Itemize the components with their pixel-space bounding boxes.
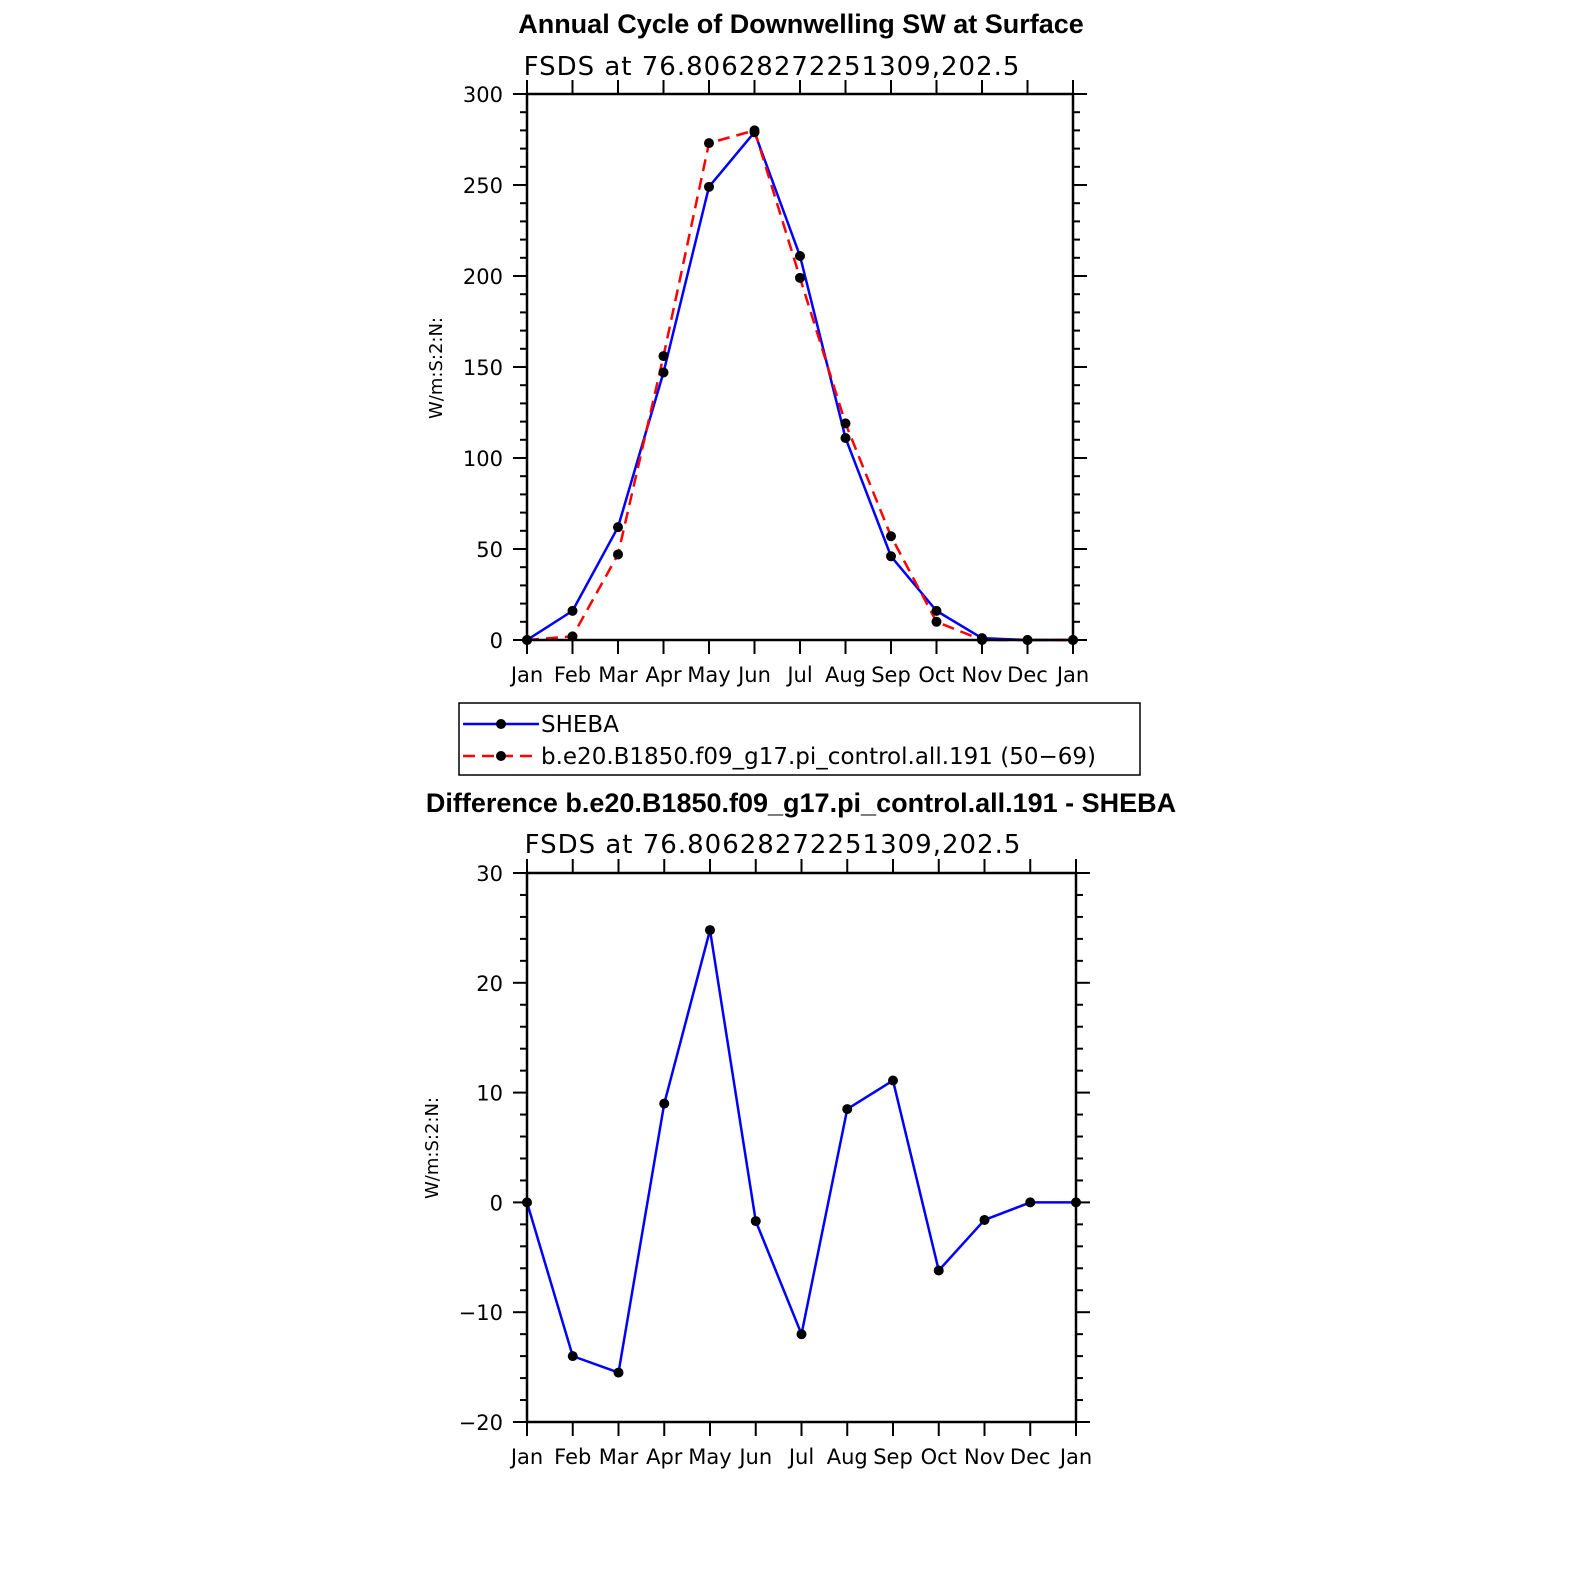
bottom-series-0-point <box>979 1214 990 1225</box>
bottom-chart-subtitle: FSDS at 76.80628272251309,202.5 <box>525 830 1022 860</box>
top-chart-ylabel: W/m:S:2:N: <box>426 317 447 419</box>
top-series-0-point <box>886 551 896 562</box>
top-series-1-point <box>931 616 942 627</box>
top-ytick-label: 250 <box>463 174 503 198</box>
top-xtick-label: Sep <box>871 663 911 687</box>
top-xtick-label: Nov <box>962 663 1003 687</box>
bottom-series-0-point <box>567 1351 578 1362</box>
bottom-ticks: −20 −10 0 10 20 30 Jan Feb Mar Apr May Jun Jul Aug Sep… <box>459 859 1092 1469</box>
bottom-xtick-label: Jan <box>509 1445 543 1469</box>
bottom-xtick-label: Aug <box>827 1445 868 1469</box>
bottom-ytick-label: 20 <box>476 972 503 996</box>
legend-label-sheba: SHEBA <box>541 712 619 738</box>
top-series-0-point <box>931 605 942 616</box>
top-panel: Annual Cycle of Downwelling SW at Surfac… <box>426 9 1089 687</box>
top-ticks: 0 50 100 150 200 250 300 Jan Feb Mar Apr May Jun Jul A… <box>463 80 1089 687</box>
bottom-series-0-point <box>613 1367 624 1378</box>
bottom-series-0-point <box>796 1329 807 1340</box>
top-series-0-point <box>567 605 578 616</box>
top-series-1-point <box>704 138 714 149</box>
bottom-series-0-point <box>933 1265 944 1276</box>
bottom-chart-ylabel: W/m:S:2:N: <box>422 1097 443 1199</box>
top-series <box>522 125 1078 645</box>
bottom-panel: Difference b.e20.B1850.f09_g17.pi_contro… <box>422 788 1176 1469</box>
bottom-ytick-label: 10 <box>476 1082 503 1106</box>
top-series-0-point <box>613 522 623 533</box>
legend-marker-sheba <box>496 719 506 729</box>
bottom-xtick-label: Oct <box>921 1445 957 1469</box>
bottom-xtick-label: Jun <box>737 1445 772 1469</box>
top-ytick-label: 300 <box>463 83 503 107</box>
top-series-1-point <box>749 125 760 136</box>
top-series-1-point <box>658 351 669 362</box>
top-chart-subtitle: FSDS at 76.80628272251309,202.5 <box>524 52 1021 82</box>
bottom-xtick-label: Feb <box>554 1445 591 1469</box>
top-xtick-label: Jan <box>1055 663 1089 687</box>
bottom-series-0-point <box>705 925 715 936</box>
top-xtick-label: Jun <box>736 663 771 687</box>
top-xtick-label: Feb <box>554 663 591 687</box>
bottom-xtick-label: Jul <box>787 1445 814 1469</box>
bottom-series-0-point <box>659 1098 670 1109</box>
top-series-1-point <box>613 549 623 560</box>
top-xtick-label: Mar <box>598 663 638 687</box>
top-series-0-point <box>658 367 669 378</box>
bottom-xtick-label: Sep <box>873 1445 913 1469</box>
top-series-0-point <box>795 250 805 261</box>
legend-marker-model <box>496 751 506 761</box>
bottom-series-0-point <box>1025 1197 1036 1208</box>
legend-box <box>458 702 1141 776</box>
top-xtick-label: May <box>687 663 730 687</box>
bottom-xtick-label: Nov <box>964 1445 1005 1469</box>
bottom-ytick-label: −20 <box>459 1411 503 1435</box>
bottom-plot-frame <box>525 871 1078 1424</box>
top-series-line-1 <box>526 129 1073 642</box>
bottom-ytick-label: −10 <box>459 1301 503 1325</box>
top-ytick-label: 50 <box>476 538 503 562</box>
bottom-ytick-label: 0 <box>490 1191 503 1215</box>
top-ytick-label: 150 <box>463 356 503 380</box>
bottom-chart-title: Difference b.e20.B1850.f09_g17.pi_contro… <box>426 788 1176 818</box>
legend: SHEBA b.e20.B1850.f09_g17.pi_control.all… <box>458 702 1141 776</box>
bottom-xtick-label: Dec <box>1010 1445 1051 1469</box>
top-plot-frame <box>525 92 1075 642</box>
bottom-xtick-label: Jan <box>1058 1445 1092 1469</box>
top-xtick-label: Aug <box>825 663 866 687</box>
top-series-1-point <box>795 272 805 283</box>
top-ytick-label: 200 <box>463 265 503 289</box>
bottom-series-line-0 <box>525 928 1076 1374</box>
bottom-series-0-point <box>888 1075 898 1086</box>
top-xtick-label: Jan <box>509 663 543 687</box>
bottom-xtick-label: May <box>688 1445 731 1469</box>
top-ytick-label: 0 <box>490 629 503 653</box>
bottom-xtick-label: Mar <box>599 1445 639 1469</box>
bottom-series-0-point <box>842 1104 853 1115</box>
bottom-series-0-point <box>750 1216 761 1227</box>
top-series-1-point <box>886 531 896 542</box>
top-xtick-label: Jul <box>785 663 812 687</box>
top-series-0-point <box>840 432 851 443</box>
top-xtick-label: Oct <box>918 663 954 687</box>
top-ytick-label: 100 <box>463 447 503 471</box>
top-series-line-0 <box>526 130 1073 642</box>
bottom-ytick-label: 30 <box>476 862 503 886</box>
bottom-xtick-label: Apr <box>646 1445 683 1469</box>
top-series-0-point <box>704 181 714 192</box>
legend-label-model: b.e20.B1850.f09_g17.pi_control.all.191 (… <box>541 744 1096 770</box>
top-xtick-label: Apr <box>645 663 682 687</box>
top-xtick-label: Dec <box>1007 663 1048 687</box>
bottom-series <box>522 925 1081 1378</box>
top-chart-title: Annual Cycle of Downwelling SW at Surfac… <box>518 9 1084 39</box>
top-series-1-point <box>840 418 851 429</box>
